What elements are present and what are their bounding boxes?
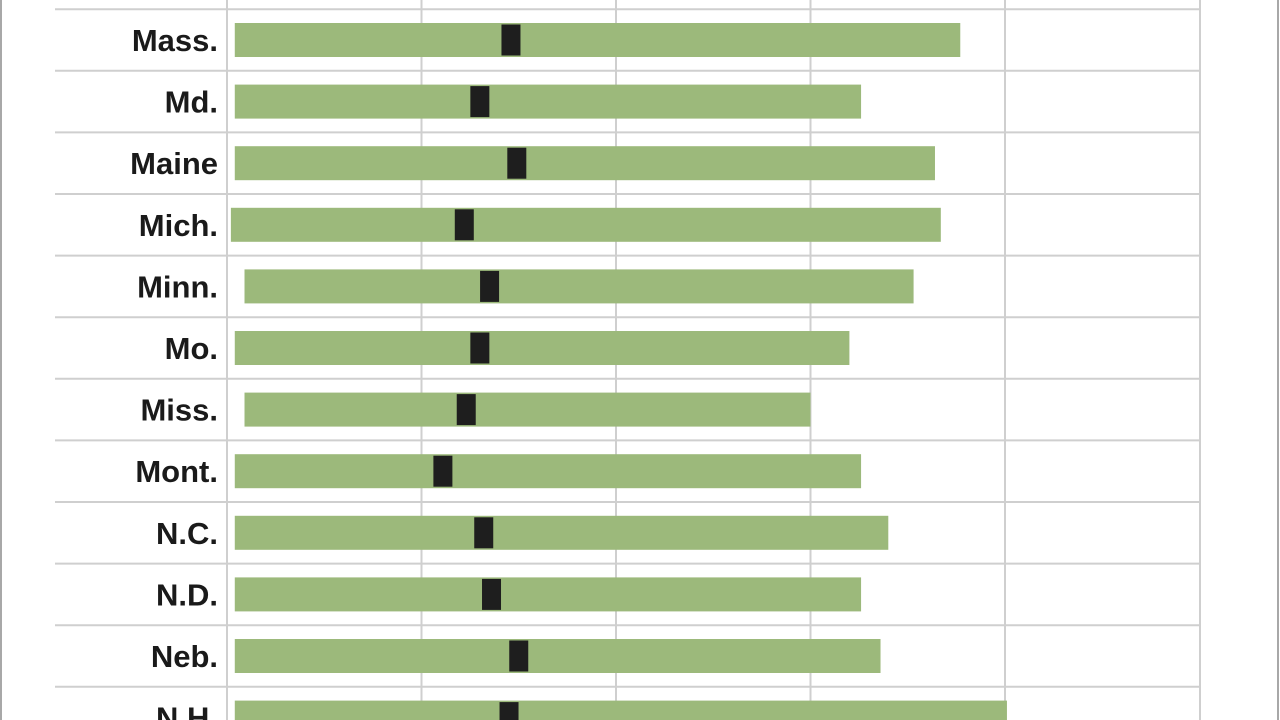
marker-block [454, 209, 474, 241]
category-label: Md. [165, 85, 218, 120]
marker-block [470, 332, 490, 364]
category-label: Miss. [140, 393, 218, 428]
category-label: Mich. [139, 208, 218, 243]
range-bar [234, 84, 862, 119]
marker-block [456, 394, 476, 426]
category-label: Mont. [135, 454, 218, 489]
marker-block [507, 147, 527, 179]
category-label: Mo. [165, 331, 218, 366]
category-label: N.C. [156, 516, 218, 551]
range-bar [234, 577, 862, 612]
marker-block [480, 270, 500, 302]
marker-block [499, 702, 519, 720]
range-bars [230, 23, 1007, 720]
range-bar [234, 700, 1007, 720]
range-bar [244, 269, 914, 304]
category-label: Mass. [132, 23, 218, 58]
category-label: Neb. [151, 639, 218, 674]
marker-block [470, 86, 490, 118]
range-bar [234, 515, 889, 550]
range-bar [244, 392, 811, 427]
marker-block [474, 517, 494, 549]
category-label: Minn. [137, 269, 218, 304]
marker-block [509, 640, 529, 672]
range-bar [234, 454, 862, 489]
category-label: N.D. [156, 577, 218, 612]
range-bar [234, 331, 850, 365]
range-bar [234, 23, 961, 57]
category-label: Maine [130, 146, 218, 181]
marker-block [482, 578, 502, 610]
range-bar [230, 207, 941, 242]
marker-block [433, 455, 453, 487]
range-bar [234, 639, 881, 673]
category-labels: Mass. Md. Maine Mich. Minn. Mo. Miss. Mont. N.C.… [130, 23, 218, 720]
category-label: N.H. [156, 701, 218, 720]
range-bar [234, 146, 935, 181]
marker-block [501, 24, 521, 56]
